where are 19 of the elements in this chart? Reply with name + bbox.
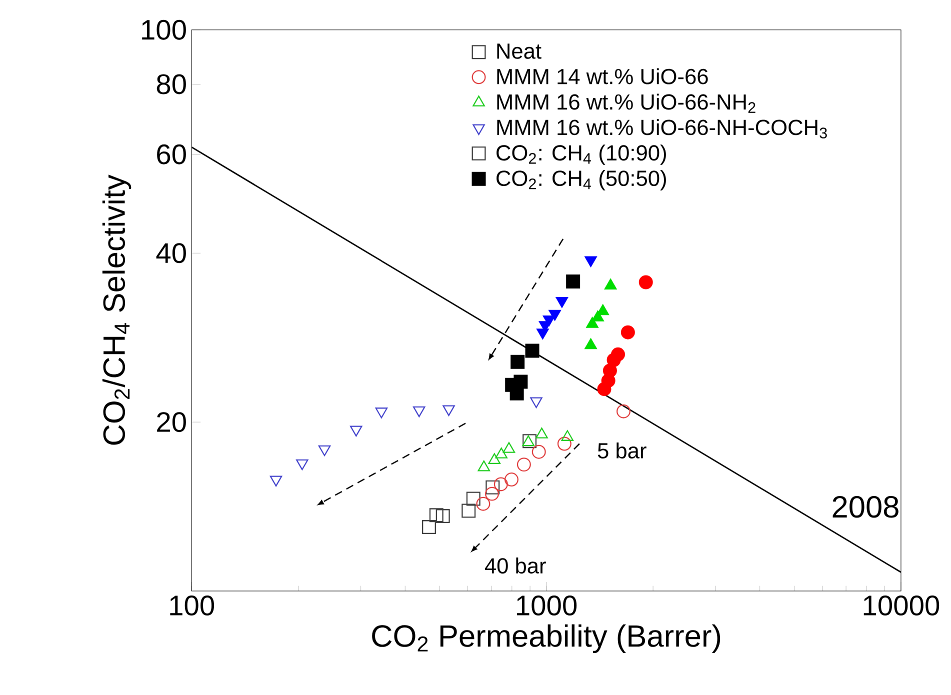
- y-axis-title: CO$_{2}$/CH$_{4}$ Selectivity: [102, 174, 132, 445]
- legend-label: MMM 16 wt.% UiO-66-NH$_{2}$: [497, 94, 756, 113]
- legend-label: CO$_{2}$: CH$_{4}$ (50:50): [496, 170, 666, 190]
- y-tick-label: 60: [157, 144, 186, 164]
- y-tick-label: 20: [157, 412, 186, 432]
- legend-label: MMM 16 wt.% UiO-66-NH-COCH$_{3}$: [497, 119, 827, 138]
- y-tick-label: 100: [142, 20, 186, 40]
- x-tick-label: 10000: [864, 596, 940, 616]
- x-tick-label: 1000: [517, 596, 577, 616]
- x-tick-label: 100: [170, 596, 214, 616]
- annotation: 5 bar: [598, 442, 646, 459]
- x-axis-title: CO$_{2}$ Permeability (Barrer): [372, 624, 720, 654]
- legend-label: CO$_{2}$: CH$_{4}$ (10:90): [496, 144, 666, 165]
- y-tick-label: 40: [156, 243, 186, 264]
- legend-label: MMM 14 wt.% UiO-66: [497, 68, 708, 84]
- annotation: 40 bar: [484, 558, 546, 574]
- series-label: 2008: [832, 496, 898, 518]
- y-tick-label: 80: [156, 74, 186, 94]
- legend-label: Neat: [497, 44, 542, 59]
